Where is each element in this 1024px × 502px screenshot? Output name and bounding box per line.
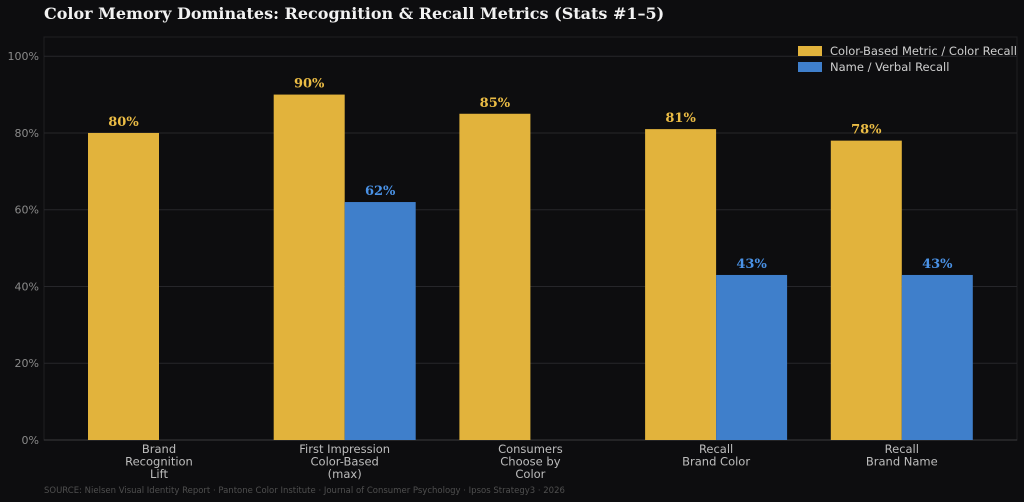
x-tick-label-line: Brand Color [682,455,750,469]
bar [645,129,717,440]
y-tick-label: 20% [15,357,39,370]
chart-title: Color Memory Dominates: Recognition & Re… [44,4,664,23]
x-tick-label-line: Choose by [500,455,560,469]
x-tick-label-line: (max) [328,467,362,481]
x-tick-label-line: Brand [142,442,176,456]
y-tick-label: 60% [15,204,39,217]
x-tick-label-line: Lift [150,467,168,481]
x-tick-label-line: Recognition [125,455,193,469]
y-tick-label: 0% [22,434,39,447]
bar-value-label: 80% [108,115,139,130]
legend-swatch [798,46,822,56]
bar [830,140,902,440]
bar [901,274,973,440]
x-tick-label-line: Color [515,467,545,481]
bar-value-label: 62% [365,184,396,199]
bar-value-label: 81% [665,111,696,126]
bar [459,113,531,440]
x-tick-label-line: Recall [699,442,733,456]
x-tick-label: First Impression Color-Based (max) [299,442,390,481]
bar [716,274,788,440]
x-tick-label: Brand Recognition Lift [125,442,193,481]
x-tick-label-line: Color-Based [311,455,379,469]
x-tick-label-line: Recall [885,442,919,456]
x-tick-label: Recall Brand Name [866,442,938,469]
bar-value-label: 43% [922,257,953,272]
source-note: SOURCE: Nielsen Visual Identity Report ·… [44,486,565,496]
y-tick-label: 40% [15,280,39,293]
bar-value-label: 85% [480,96,511,111]
value-labels: 80% 90% 62% 85% 81% 43% 78% 43% [108,77,953,272]
legend-swatch [798,62,822,72]
bar-value-label: 78% [851,123,882,138]
bar-value-label: 90% [294,77,325,92]
bars [88,94,973,441]
bar [344,202,416,440]
x-tick-label-line: Brand Name [866,455,938,469]
y-tick-label: 80% [15,127,39,140]
legend-label: Name / Verbal Recall [830,60,949,74]
y-tick-label: 100% [8,50,39,63]
x-tick-label-line: Consumers [498,442,563,456]
x-tick-label-line: First Impression [299,442,390,456]
x-tick-label: Consumers Choose by Color [498,442,563,481]
x-tick-label: Recall Brand Color [682,442,750,469]
legend: Color-Based Metric / Color Recall Name / … [798,44,1017,74]
legend-label: Color-Based Metric / Color Recall [830,44,1017,58]
bar-value-label: 43% [736,257,767,272]
bar [273,94,345,441]
bar [88,132,159,440]
